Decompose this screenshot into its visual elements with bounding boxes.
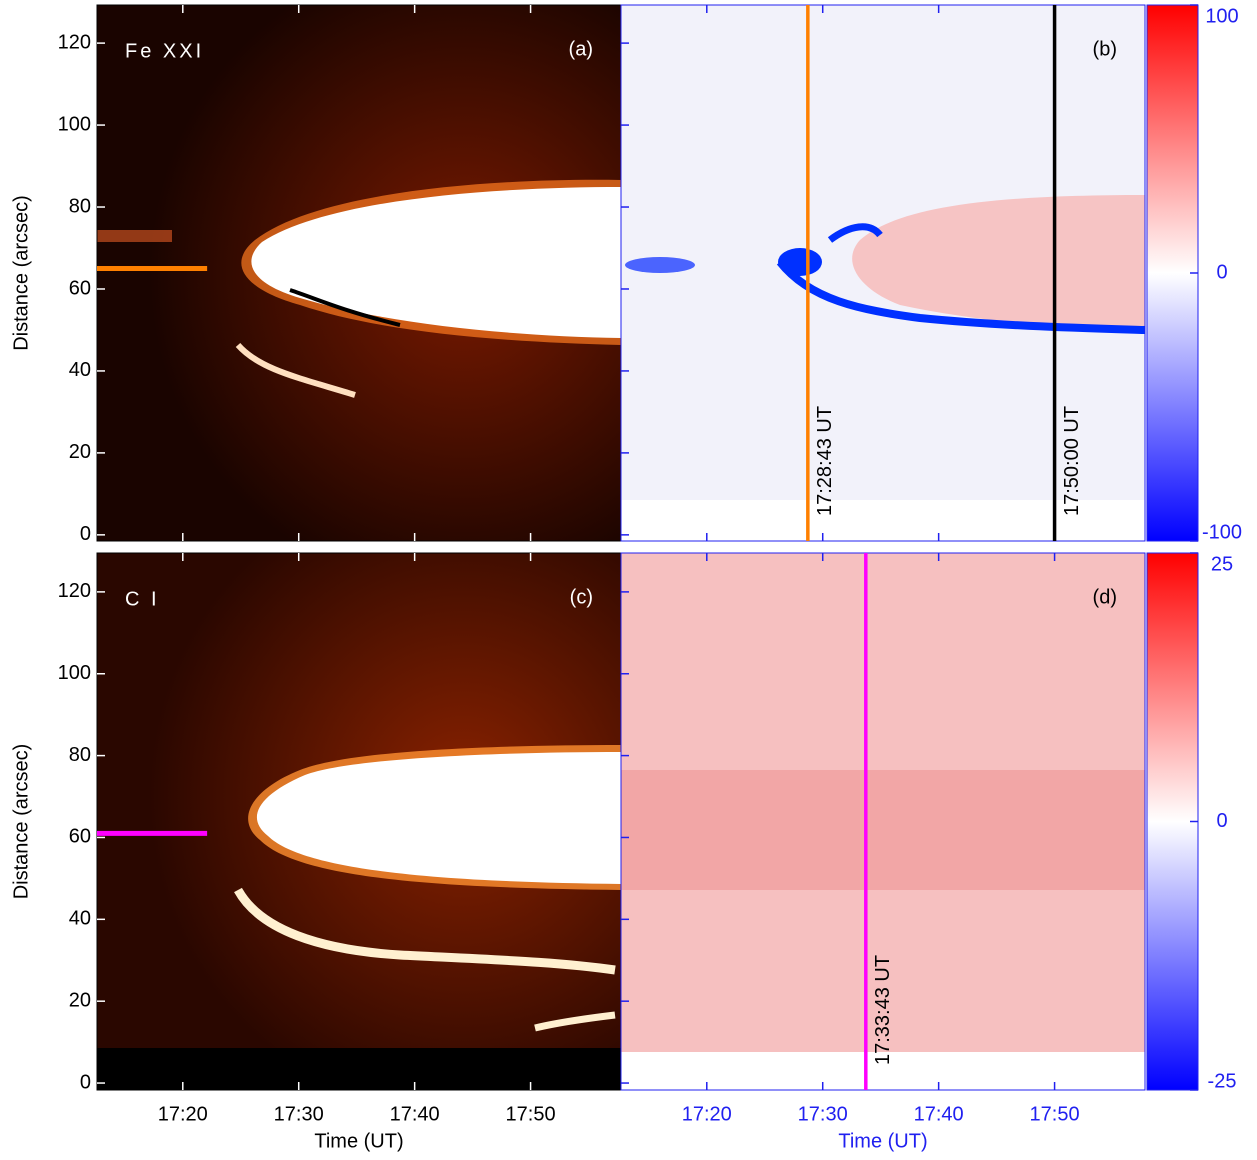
colorbar-d [1147,553,1198,1090]
y-tick-label: 60 [69,277,91,299]
x-axis-label: Time (UT) [838,1130,927,1152]
y-tick-label: 60 [69,826,91,848]
colorbar-tick-label: 100 [1205,5,1238,27]
colorbar-frame [1146,552,1199,1091]
y-tick-label: 80 [69,195,91,217]
time-marker-label: 17:28:43 UT [814,406,836,516]
colorbar-b [1147,5,1198,541]
panel-label: (b) [1093,38,1117,60]
image-a [97,5,622,541]
y-tick-label: 40 [69,908,91,930]
x-tick-label: 17:50 [1030,1103,1080,1125]
x-tick-label: 17:20 [682,1103,732,1125]
panel-title: Fe XXI [125,40,204,62]
panel-label: (a) [569,38,593,60]
colorbar-tick-label: -25 [1208,1070,1237,1092]
colorbar-frame [1146,4,1199,542]
x-tick-label: 17:50 [506,1103,556,1125]
y-tick-label: 80 [69,744,91,766]
image-c [97,553,621,1090]
y-tick-label: 100 [58,662,91,684]
x-tick-label: 17:40 [914,1103,964,1125]
x-tick-label: 17:40 [390,1103,440,1125]
panel-title: C I [125,588,160,610]
plot-frame [620,552,1146,1091]
y-tick-label: 20 [69,441,91,463]
panel-label: (d) [1093,586,1117,608]
colorbar-tick-label: 0 [1216,810,1227,832]
time-marker-label: 17:50:00 UT [1061,406,1083,516]
y-tick-label: 20 [69,989,91,1011]
y-tick-label: 100 [58,113,91,135]
y-tick-label: 0 [80,523,91,545]
x-tick-label: 17:30 [274,1103,324,1125]
plot-frame [620,4,1146,542]
y-tick-label: 40 [69,359,91,381]
image-b [621,5,1146,541]
y-tick-label: 120 [58,580,91,602]
colorbar-tick-label: 25 [1211,553,1233,575]
colorbar-tick-label: 0 [1216,261,1227,283]
time-marker-label: 17:33:43 UT [872,955,894,1065]
colorbar-tick-label: -100 [1202,521,1242,543]
x-tick-label: 17:20 [158,1103,208,1125]
x-tick-label: 17:30 [798,1103,848,1125]
panel-label: (c) [570,586,593,608]
x-axis-label: Time (UT) [314,1130,403,1152]
y-tick-label: 0 [80,1071,91,1093]
y-tick-label: 120 [58,31,91,53]
image-d [621,553,1145,1090]
y-axis-label: Distance (arcsec) [10,744,32,900]
y-axis-label: Distance (arcsec) [10,195,32,351]
